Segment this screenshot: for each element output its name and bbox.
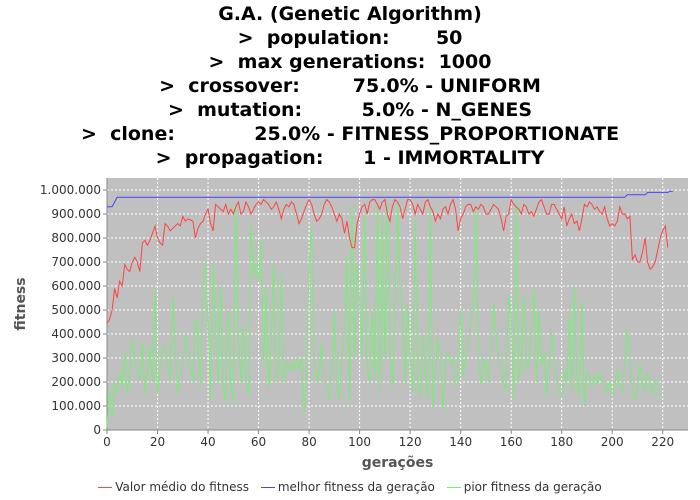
x-tick-label: 80: [301, 435, 316, 449]
x-axis-title: gerações: [362, 455, 434, 471]
legend-item-worst: pior fitness da geração: [446, 480, 602, 494]
title-line-6: > clone: 25.0% - FITNESS_PROPORTIONATE: [80, 123, 620, 145]
legend-item-average: Valor médio do fitness: [98, 480, 249, 494]
x-tick-label: 40: [200, 435, 215, 449]
x-tick-label: 120: [399, 435, 422, 449]
axes: 0 100.000 200.000 300.000 400.000 500.000 600.…: [40, 178, 688, 449]
series-line-best: [107, 190, 673, 208]
y-tick-label: 900.000: [51, 207, 101, 221]
y-tick-label: 700.000: [51, 255, 101, 269]
title-line-2: > population: 50: [237, 27, 463, 49]
series-line-average: [106, 198, 669, 324]
title-line-5: > mutation: 5.0% - N_GENES: [167, 99, 533, 121]
title-line-7: > propagation: 1 - IMMORTALITY: [155, 147, 545, 169]
legend-swatch-average: [98, 487, 113, 488]
y-tick-label: 1.000.000: [40, 183, 101, 197]
y-tick-label: 100.000: [51, 399, 101, 413]
x-tick-label: 200: [601, 435, 624, 449]
y-tick-label: 300.000: [51, 351, 101, 365]
y-tick-label: 500.000: [51, 303, 101, 317]
y-tick-label: 800.000: [51, 231, 101, 245]
y-tick-label: 0: [93, 423, 101, 437]
legend-label-average: Valor médio do fitness: [115, 480, 250, 494]
y-tick-label: 600.000: [51, 279, 101, 293]
x-tick-label: 140: [449, 435, 472, 449]
x-tick-label: 20: [150, 435, 165, 449]
legend-item-best: melhor fitness da geração: [260, 480, 435, 494]
x-tick-label: 0: [103, 435, 111, 449]
series-line-worst: [106, 199, 661, 428]
legend-swatch-worst: [446, 487, 461, 488]
title-line-4: > crossover: 75.0% - UNIFORM: [159, 75, 541, 97]
chart-title: G.A. (Genetic Algorithm) > population: 5…: [0, 2, 700, 170]
series-layer: [106, 190, 673, 428]
x-tick-label: 100: [348, 435, 371, 449]
x-tick-label: 60: [251, 435, 266, 449]
y-axis-title: fitness: [13, 277, 29, 330]
legend: Valor médio do fitness melhor fitness da…: [0, 480, 700, 494]
legend-swatch-best: [260, 487, 275, 488]
y-tick-label: 400.000: [51, 327, 101, 341]
title-line-1: G.A. (Genetic Algorithm): [218, 3, 482, 25]
x-tick-label: 220: [651, 435, 674, 449]
x-tick-label: 180: [550, 435, 573, 449]
title-line-3: > max generations: 1000: [208, 51, 492, 73]
y-tick-label: 200.000: [51, 375, 101, 389]
legend-label-worst: pior fitness da geração: [463, 480, 602, 494]
legend-label-best: melhor fitness da geração: [277, 480, 435, 494]
x-tick-label: 160: [500, 435, 523, 449]
